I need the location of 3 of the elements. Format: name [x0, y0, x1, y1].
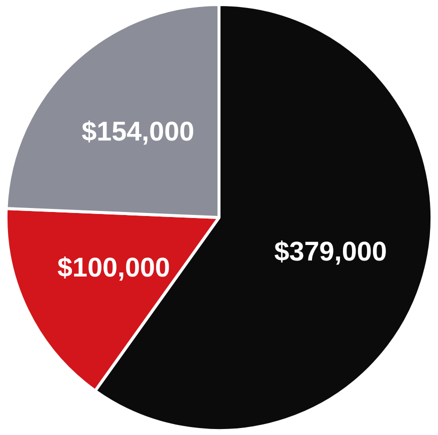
data-label: $379,000: [274, 236, 387, 267]
data-label: $154,000: [82, 116, 194, 146]
data-label: $100,000: [57, 252, 170, 282]
